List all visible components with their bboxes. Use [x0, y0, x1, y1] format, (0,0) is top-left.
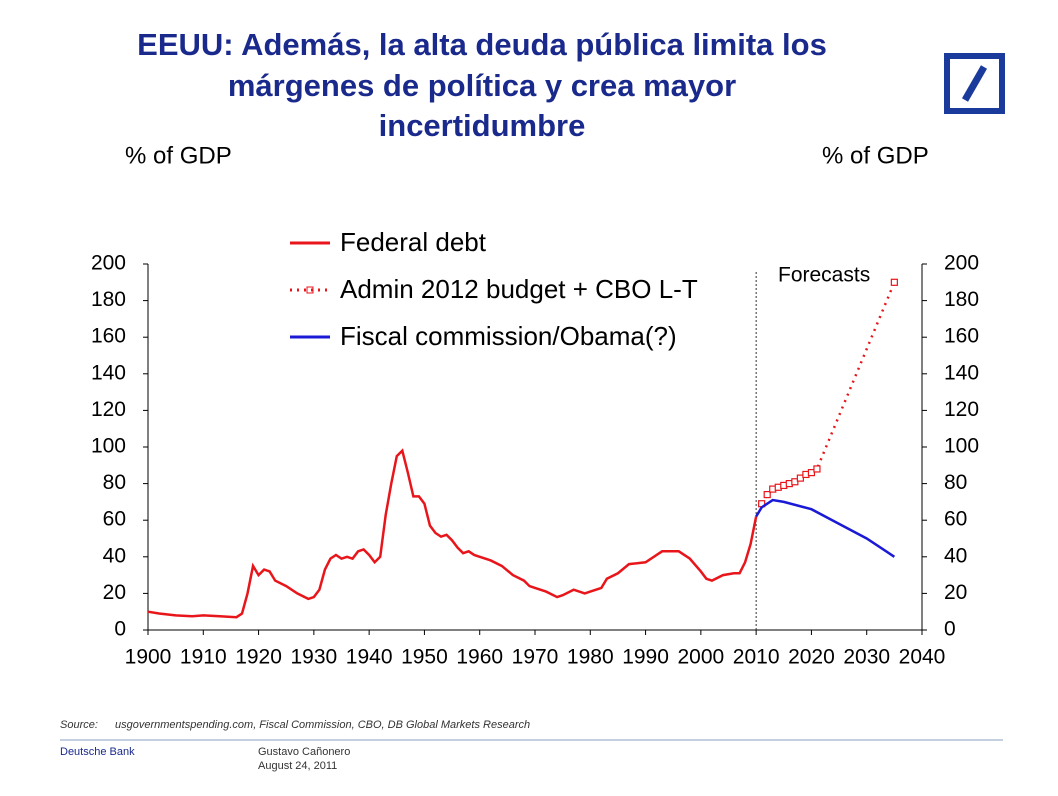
- series-marker: [890, 278, 898, 286]
- source-label: Source:: [60, 719, 98, 731]
- title-line: EEUU: Además, la alta deuda pública limi…: [137, 27, 827, 62]
- series-marker: [791, 478, 799, 486]
- x-tick-label: 1940: [346, 646, 393, 669]
- legend-label: Fiscal commission/Obama(?): [340, 321, 677, 351]
- x-tick-label: 1930: [290, 646, 337, 669]
- x-tick-label: 2000: [677, 646, 724, 669]
- x-tick-label: 2040: [899, 646, 946, 669]
- series-line: [147, 448, 758, 619]
- legend-label: Federal debt: [340, 227, 487, 257]
- series-line: [760, 281, 896, 505]
- x-tick-label: 1920: [235, 646, 282, 669]
- y2-tick-label: 20: [944, 581, 967, 604]
- series-marker: [813, 465, 821, 473]
- y-tick-label: 0: [114, 618, 126, 641]
- date: August 24, 2011: [258, 760, 337, 772]
- y2-tick-label: 140: [944, 361, 979, 384]
- y2-tick-label: 180: [944, 288, 979, 311]
- y-tick-label: 60: [103, 508, 126, 531]
- x-tick-label: 1960: [456, 646, 503, 669]
- x-tick-label: 2010: [733, 646, 780, 669]
- author: Gustavo Cañonero: [258, 746, 350, 758]
- x-tick-label: 1950: [401, 646, 448, 669]
- legend-label: Admin 2012 budget + CBO L-T: [340, 274, 698, 304]
- y2-tick-label: 120: [944, 398, 979, 421]
- y-tick-label: 80: [103, 471, 126, 494]
- title-line: incertidumbre: [379, 108, 586, 143]
- x-tick-label: 1980: [567, 646, 614, 669]
- title-line: márgenes de política y crea mayor: [228, 68, 736, 103]
- x-tick-label: 1910: [180, 646, 227, 669]
- x-tick-label: 2020: [788, 646, 835, 669]
- x-tick-label: 1900: [125, 646, 172, 669]
- y-tick-label: 180: [91, 288, 126, 311]
- series-marker: [807, 469, 816, 477]
- x-tick-label: 2030: [843, 646, 890, 669]
- logo: [944, 53, 1005, 114]
- y2-tick-label: 200: [944, 252, 979, 275]
- y-tick-label: 100: [91, 435, 126, 458]
- y-tick-label: 160: [91, 325, 126, 348]
- y-tick-label: 20: [103, 581, 126, 604]
- x-tick-label: 1990: [622, 646, 669, 669]
- y2-tick-label: 0: [944, 618, 956, 641]
- y2-tick-label: 40: [944, 544, 967, 567]
- x-tick-label: 1970: [512, 646, 559, 669]
- source-text: usgovernmentspending.com, Fiscal Commiss…: [115, 719, 530, 731]
- y-tick-label: 40: [103, 544, 126, 567]
- y-tick-label: 200: [91, 252, 126, 275]
- series-line: [755, 498, 896, 558]
- y-tick-label: 140: [91, 361, 126, 384]
- series-marker: [763, 490, 771, 499]
- company: Deutsche Bank: [60, 746, 135, 758]
- y2-tick-label: 60: [944, 508, 967, 531]
- y-tick-label: 120: [91, 398, 126, 421]
- y2-tick-label: 80: [944, 471, 967, 494]
- y2-axis-label: % of GDP: [822, 142, 929, 169]
- y2-tick-label: 160: [944, 325, 979, 348]
- series-marker: [796, 474, 804, 482]
- y-axis-label: % of GDP: [125, 142, 232, 169]
- annotation: Forecasts: [778, 264, 870, 287]
- y2-tick-label: 100: [944, 435, 979, 458]
